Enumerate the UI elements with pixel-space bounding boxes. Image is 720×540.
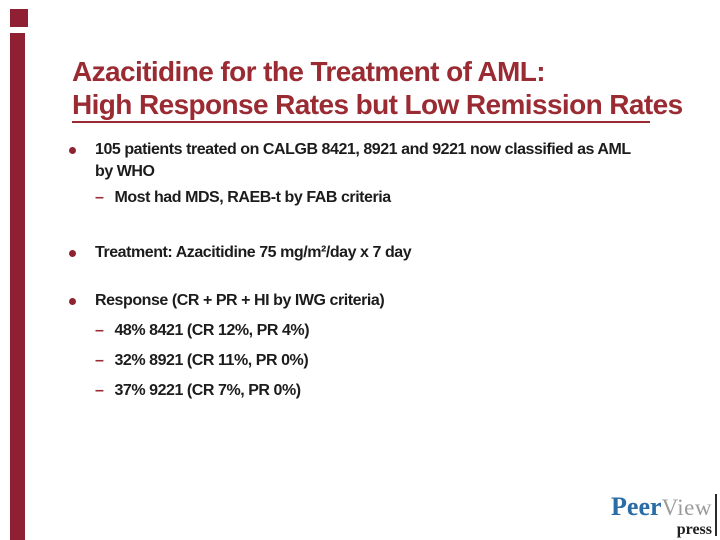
slide-title: Azacitidine for the Treatment of AML: Hi… xyxy=(72,55,683,121)
bullet-text: Response (CR + PR + HI by IWG criteria) xyxy=(95,292,385,309)
slide-title-line-1: Azacitidine for the Treatment of AML: xyxy=(72,56,546,87)
logo-view-text: View xyxy=(661,495,712,520)
bullet-item-treatment: Treatment: Azacitidine 75 mg/m²/day x 7 … xyxy=(69,242,412,264)
sub-bullet-dash-icon: – xyxy=(95,189,104,206)
logo-text: PeerView press xyxy=(611,494,712,538)
sub-bullet-text: 37% 9221 (CR 7%, PR 0%) xyxy=(114,382,301,399)
title-underline xyxy=(72,121,650,123)
slide-title-line-2: High Response Rates but Low Remission Ra… xyxy=(72,89,683,120)
sub-bullet-item-mds: – Most had MDS, RAEB-t by FAB criteria xyxy=(95,187,391,209)
sub-bullet-dash-icon: – xyxy=(95,322,104,339)
bullet-text: 105 patients treated on CALGB 8421, 8921… xyxy=(95,141,631,180)
sub-bullet-dash-icon: – xyxy=(95,352,104,369)
sub-bullet-item-9221: – 37% 9221 (CR 7%, PR 0%) xyxy=(95,380,301,402)
peerview-press-logo: PeerView press xyxy=(611,494,717,538)
bullet-dot-icon xyxy=(69,250,76,257)
bullet-text: Treatment: Azacitidine 75 mg/m²/day x 7 … xyxy=(95,244,412,261)
sub-bullet-text: Most had MDS, RAEB-t by FAB criteria xyxy=(114,189,391,206)
template-left-accent-bar xyxy=(10,33,25,540)
bullet-item-response: Response (CR + PR + HI by IWG criteria) xyxy=(69,290,385,312)
sub-bullet-text: 48% 8421 (CR 12%, PR 4%) xyxy=(114,322,310,339)
sub-bullet-item-8921: – 32% 8921 (CR 11%, PR 0%) xyxy=(95,350,309,372)
bullet-dot-icon xyxy=(69,298,76,305)
logo-divider-bar xyxy=(715,494,717,536)
bullet-item-patients: 105 patients treated on CALGB 8421, 8921… xyxy=(69,139,643,183)
logo-peer-text: Peer xyxy=(611,492,662,521)
logo-wordmark: PeerView xyxy=(611,494,712,524)
logo-press-text: press xyxy=(676,521,712,538)
template-corner-square xyxy=(10,9,28,27)
bullet-dot-icon xyxy=(69,147,76,154)
sub-bullet-text: 32% 8921 (CR 11%, PR 0%) xyxy=(114,352,309,369)
sub-bullet-dash-icon: – xyxy=(95,382,104,399)
sub-bullet-item-8421: – 48% 8421 (CR 12%, PR 4%) xyxy=(95,320,310,342)
